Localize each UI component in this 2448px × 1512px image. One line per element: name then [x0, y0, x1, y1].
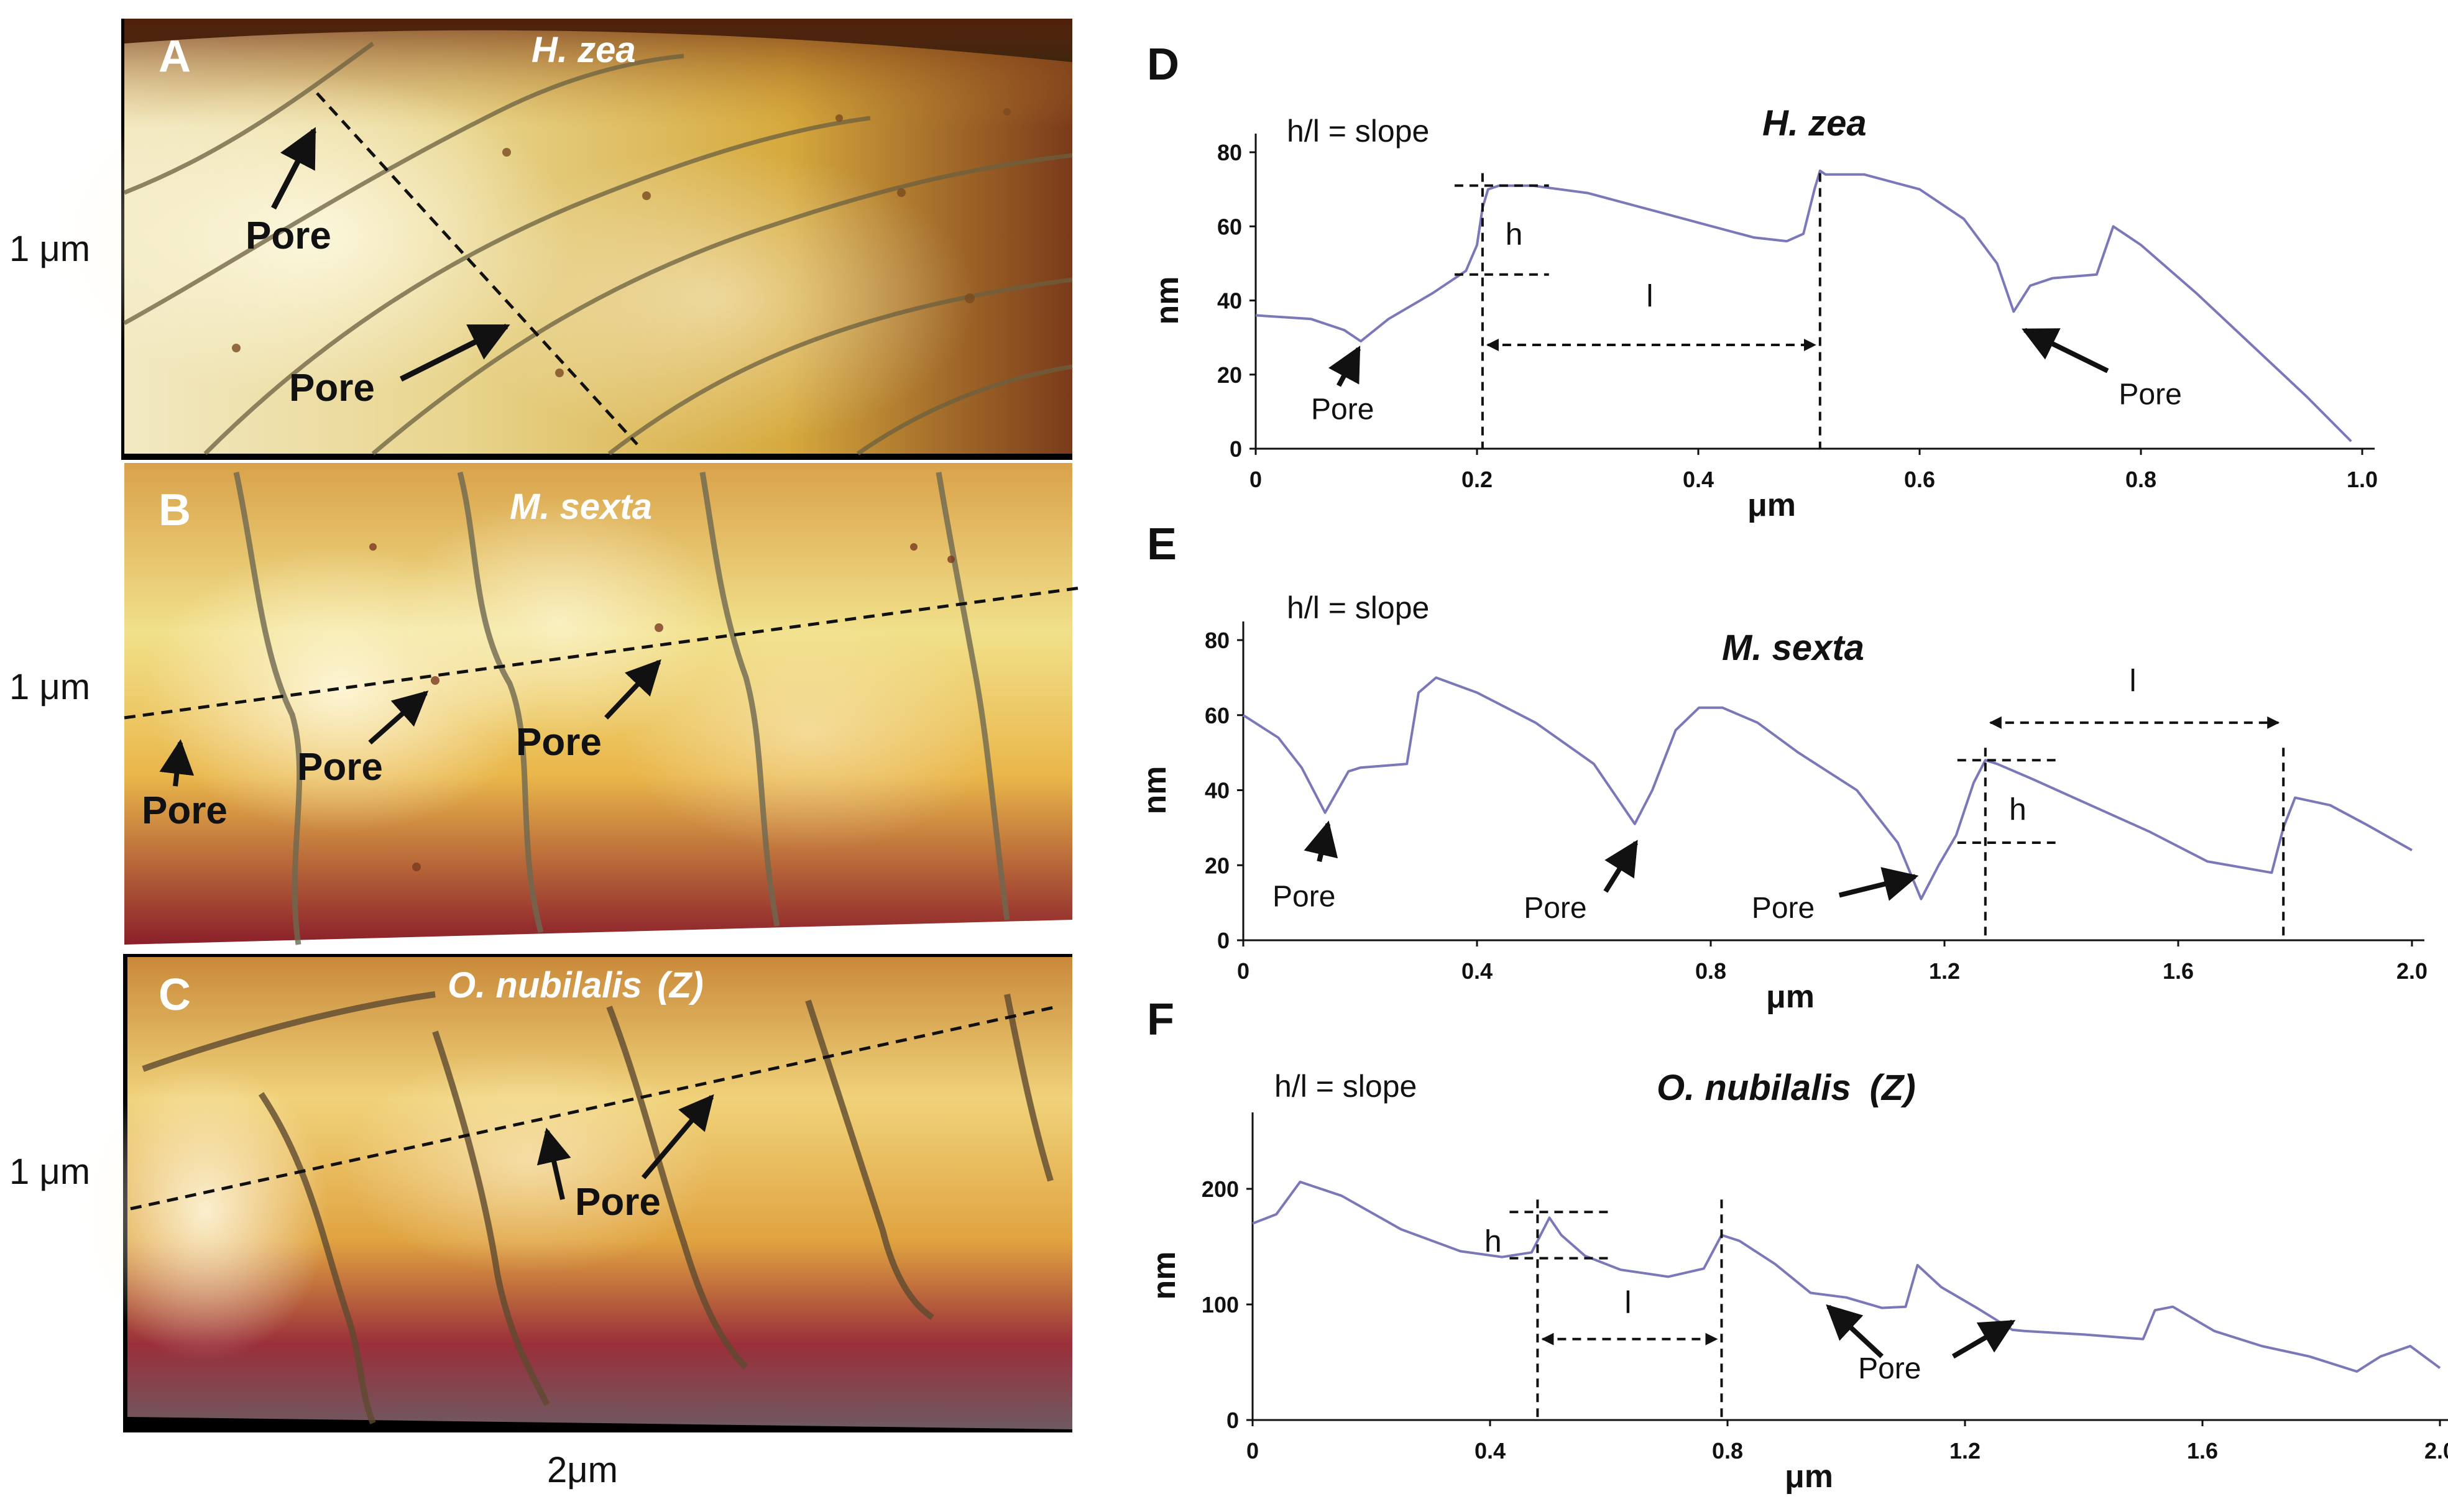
panel-letter-b: B — [159, 485, 191, 535]
l-label: l — [1646, 278, 1653, 313]
image-panel-c: Pore C O. nubilalis (Z) — [81, 954, 1072, 1432]
y-tick-label: 200 — [1202, 1176, 1239, 1202]
image-b-title: M. sexta — [510, 487, 652, 527]
y-axis-label: nm — [1137, 766, 1173, 815]
l-label: l — [2130, 664, 2137, 699]
pore-arrow — [1328, 346, 1361, 387]
pore-arrow — [1951, 1319, 2016, 1359]
x-tick-label: 1.6 — [2187, 1438, 2218, 1464]
pore-label: Pore — [1524, 892, 1586, 925]
y-tick-label: 0 — [1217, 928, 1230, 953]
panel-letter-f: F — [1147, 995, 1174, 1045]
x-tick-label: 0.2 — [1461, 467, 1493, 492]
chart-title: M. sexta — [1722, 628, 1864, 668]
pore-arrow — [1826, 1304, 1884, 1359]
slope-annotation: h/l = slope — [1274, 1069, 1417, 1104]
image-b-pore-label-1: Pore — [142, 789, 228, 832]
y-tick-label: 60 — [1205, 703, 1230, 728]
pore-arrow — [1304, 820, 1338, 863]
image-b-pore-label-2: Pore — [297, 746, 383, 789]
panel-letter-d: D — [1147, 40, 1179, 89]
y-tick-label: 0 — [1226, 1408, 1239, 1433]
pore-label: Pore — [1272, 881, 1335, 914]
x-tick-label: 1.2 — [1929, 958, 1960, 984]
series-line — [1242, 676, 2413, 900]
x-tick-label: 0 — [1246, 1438, 1259, 1464]
h-label: h — [1506, 217, 1523, 252]
chart-title-species: O. nubilalis — [1657, 1068, 1851, 1108]
x-axis-label: μm — [1766, 979, 1815, 1015]
chart-f: 0 100 200 0 0.4 0.8 1.2 1.6 2.0 μm nm Fh/l = slope O… — [1146, 995, 2448, 1495]
image-b-pore-label-3: Pore — [516, 721, 602, 764]
h-label: h — [1484, 1224, 1502, 1259]
panel-letter-e: E — [1147, 520, 1177, 569]
y-tick-label: 0 — [1230, 436, 1242, 462]
x-tick-label: 0.8 — [2125, 467, 2156, 492]
y-tick-label: 60 — [1217, 214, 1242, 239]
chart-title-species: H. zea — [1762, 103, 1867, 144]
y-tick-label: 40 — [1205, 778, 1230, 804]
pore-label: Pore — [1752, 892, 1815, 925]
l-label: l — [1624, 1285, 1631, 1320]
x-axis-label: μm — [1785, 1459, 1833, 1495]
panel-letter-a: A — [159, 32, 191, 81]
image-c-pore-label-1: Pore — [575, 1181, 661, 1224]
bottom-scale-label: 2μm — [547, 1450, 618, 1490]
y-tick-label: 80 — [1205, 628, 1230, 653]
image-b-scale-label: 1 μm — [9, 667, 90, 707]
pore-label: Pore — [1311, 393, 1374, 426]
pore-label: Pore — [2119, 378, 2181, 411]
image-a-scale-label: 1 μm — [9, 229, 90, 269]
x-tick-label: 0 — [1237, 958, 1249, 984]
chart-d: 0 20 40 60 80 0 0.2 0.4 0.6 0.8 1.0 μm nm Dh/l = slop… — [1147, 40, 2378, 523]
series-line — [1252, 1180, 2441, 1373]
x-tick-label: 1.6 — [2163, 958, 2194, 984]
x-tick-label: 0 — [1249, 467, 1262, 492]
series-line — [1255, 169, 2352, 442]
h-label: h — [2009, 792, 2027, 827]
y-tick-label: 20 — [1205, 853, 1230, 878]
pore-arrow — [2022, 328, 2109, 373]
pore-label: Pore — [1858, 1352, 1921, 1385]
x-tick-label: 0.4 — [1683, 467, 1714, 492]
x-tick-label: 0.6 — [1904, 467, 1935, 492]
y-tick-label: 100 — [1202, 1292, 1239, 1317]
x-tick-label: 0.4 — [1461, 958, 1493, 984]
x-axis-label: μm — [1747, 487, 1796, 523]
slope-annotation: h/l = slope — [1287, 590, 1429, 625]
y-tick-label: 40 — [1217, 288, 1242, 314]
chart-title-species: M. sexta — [1722, 628, 1864, 668]
x-tick-label: 0.4 — [1475, 1438, 1506, 1464]
image-c-scale-label: 1 μm — [9, 1152, 90, 1192]
slope-annotation: h/l = slope — [1287, 114, 1429, 149]
y-axis-label: nm — [1149, 277, 1185, 325]
x-tick-label: 1.2 — [1949, 1438, 1981, 1464]
chart-title-suffix: (Z) — [1870, 1068, 1916, 1108]
image-c-title: O. nubilalis (Z) — [448, 965, 704, 1006]
x-tick-label: 0.8 — [1695, 958, 1726, 984]
image-a-title: H. zea — [531, 30, 636, 70]
y-axis-label: nm — [1146, 1252, 1182, 1300]
x-tick-label: 1.0 — [2347, 467, 2378, 492]
panel-letter-c: C — [159, 970, 191, 1020]
image-panel-a: Pore Pore A H. zea — [50, 19, 1073, 460]
image-a-pore-label-1: Pore — [246, 214, 331, 257]
image-panel-b: Pore Pore Pore B M. sexta — [121, 463, 1085, 945]
pore-arrow — [1838, 867, 1919, 901]
x-tick-label: 0.8 — [1712, 1438, 1743, 1464]
pore-arrow — [1603, 840, 1639, 893]
y-tick-label: 80 — [1217, 140, 1242, 165]
x-tick-label: 2.0 — [2396, 958, 2427, 984]
chart-title: O. nubilalis (Z) — [1657, 1068, 1916, 1108]
image-a-pore-label-2: Pore — [289, 367, 375, 410]
chart-e: 0 20 40 60 80 0 0.4 0.8 1.2 1.6 2.0 μm nm Eh/l = slop… — [1137, 520, 2427, 1015]
charts-group: 0 20 40 60 80 0 0.2 0.4 0.6 0.8 1.0 μm nm Dh/l = slop… — [1137, 40, 2448, 1495]
y-tick-label: 20 — [1217, 362, 1242, 388]
chart-title: H. zea — [1762, 103, 1867, 144]
x-tick-label: 2.0 — [2424, 1438, 2448, 1464]
